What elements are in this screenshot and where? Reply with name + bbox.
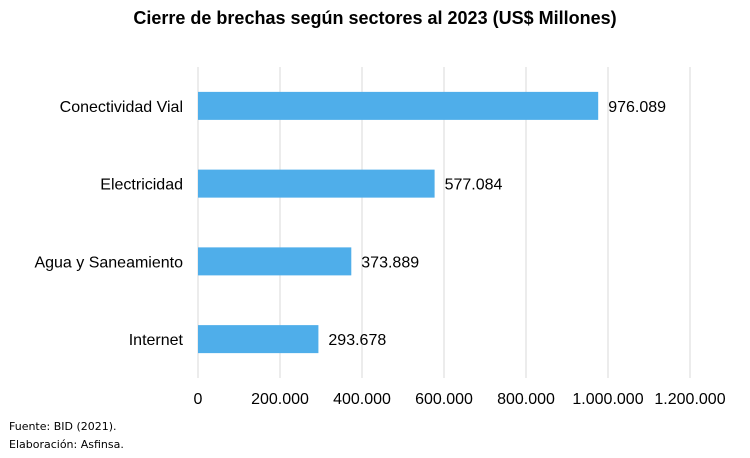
bar	[198, 247, 352, 276]
data-label: 976.089	[608, 99, 666, 116]
category-label: Internet	[129, 332, 184, 349]
x-tick-label: 200.000	[251, 391, 309, 408]
source-note: Fuente: BID (2021).	[9, 420, 117, 433]
author-note: Elaboración: Asfinsa.	[9, 438, 124, 451]
data-label: 577.084	[445, 177, 503, 194]
category-label: Agua y Saneamiento	[34, 254, 183, 271]
category-label: Electricidad	[100, 177, 183, 194]
x-tick-label: 1.000.000	[572, 391, 643, 408]
bar	[198, 325, 319, 354]
bar	[198, 91, 599, 120]
x-tick-label: 600.000	[415, 391, 473, 408]
bar	[198, 169, 435, 198]
x-tick-label: 1.200.000	[654, 391, 725, 408]
data-label: 373.889	[361, 254, 419, 271]
category-label: Conectividad Vial	[60, 99, 183, 116]
x-tick-label: 0	[194, 391, 203, 408]
data-label: 293.678	[328, 332, 386, 349]
x-tick-label: 800.000	[497, 391, 555, 408]
x-tick-label: 400.000	[333, 391, 391, 408]
chart-title: Cierre de brechas según sectores al 2023…	[133, 8, 617, 28]
